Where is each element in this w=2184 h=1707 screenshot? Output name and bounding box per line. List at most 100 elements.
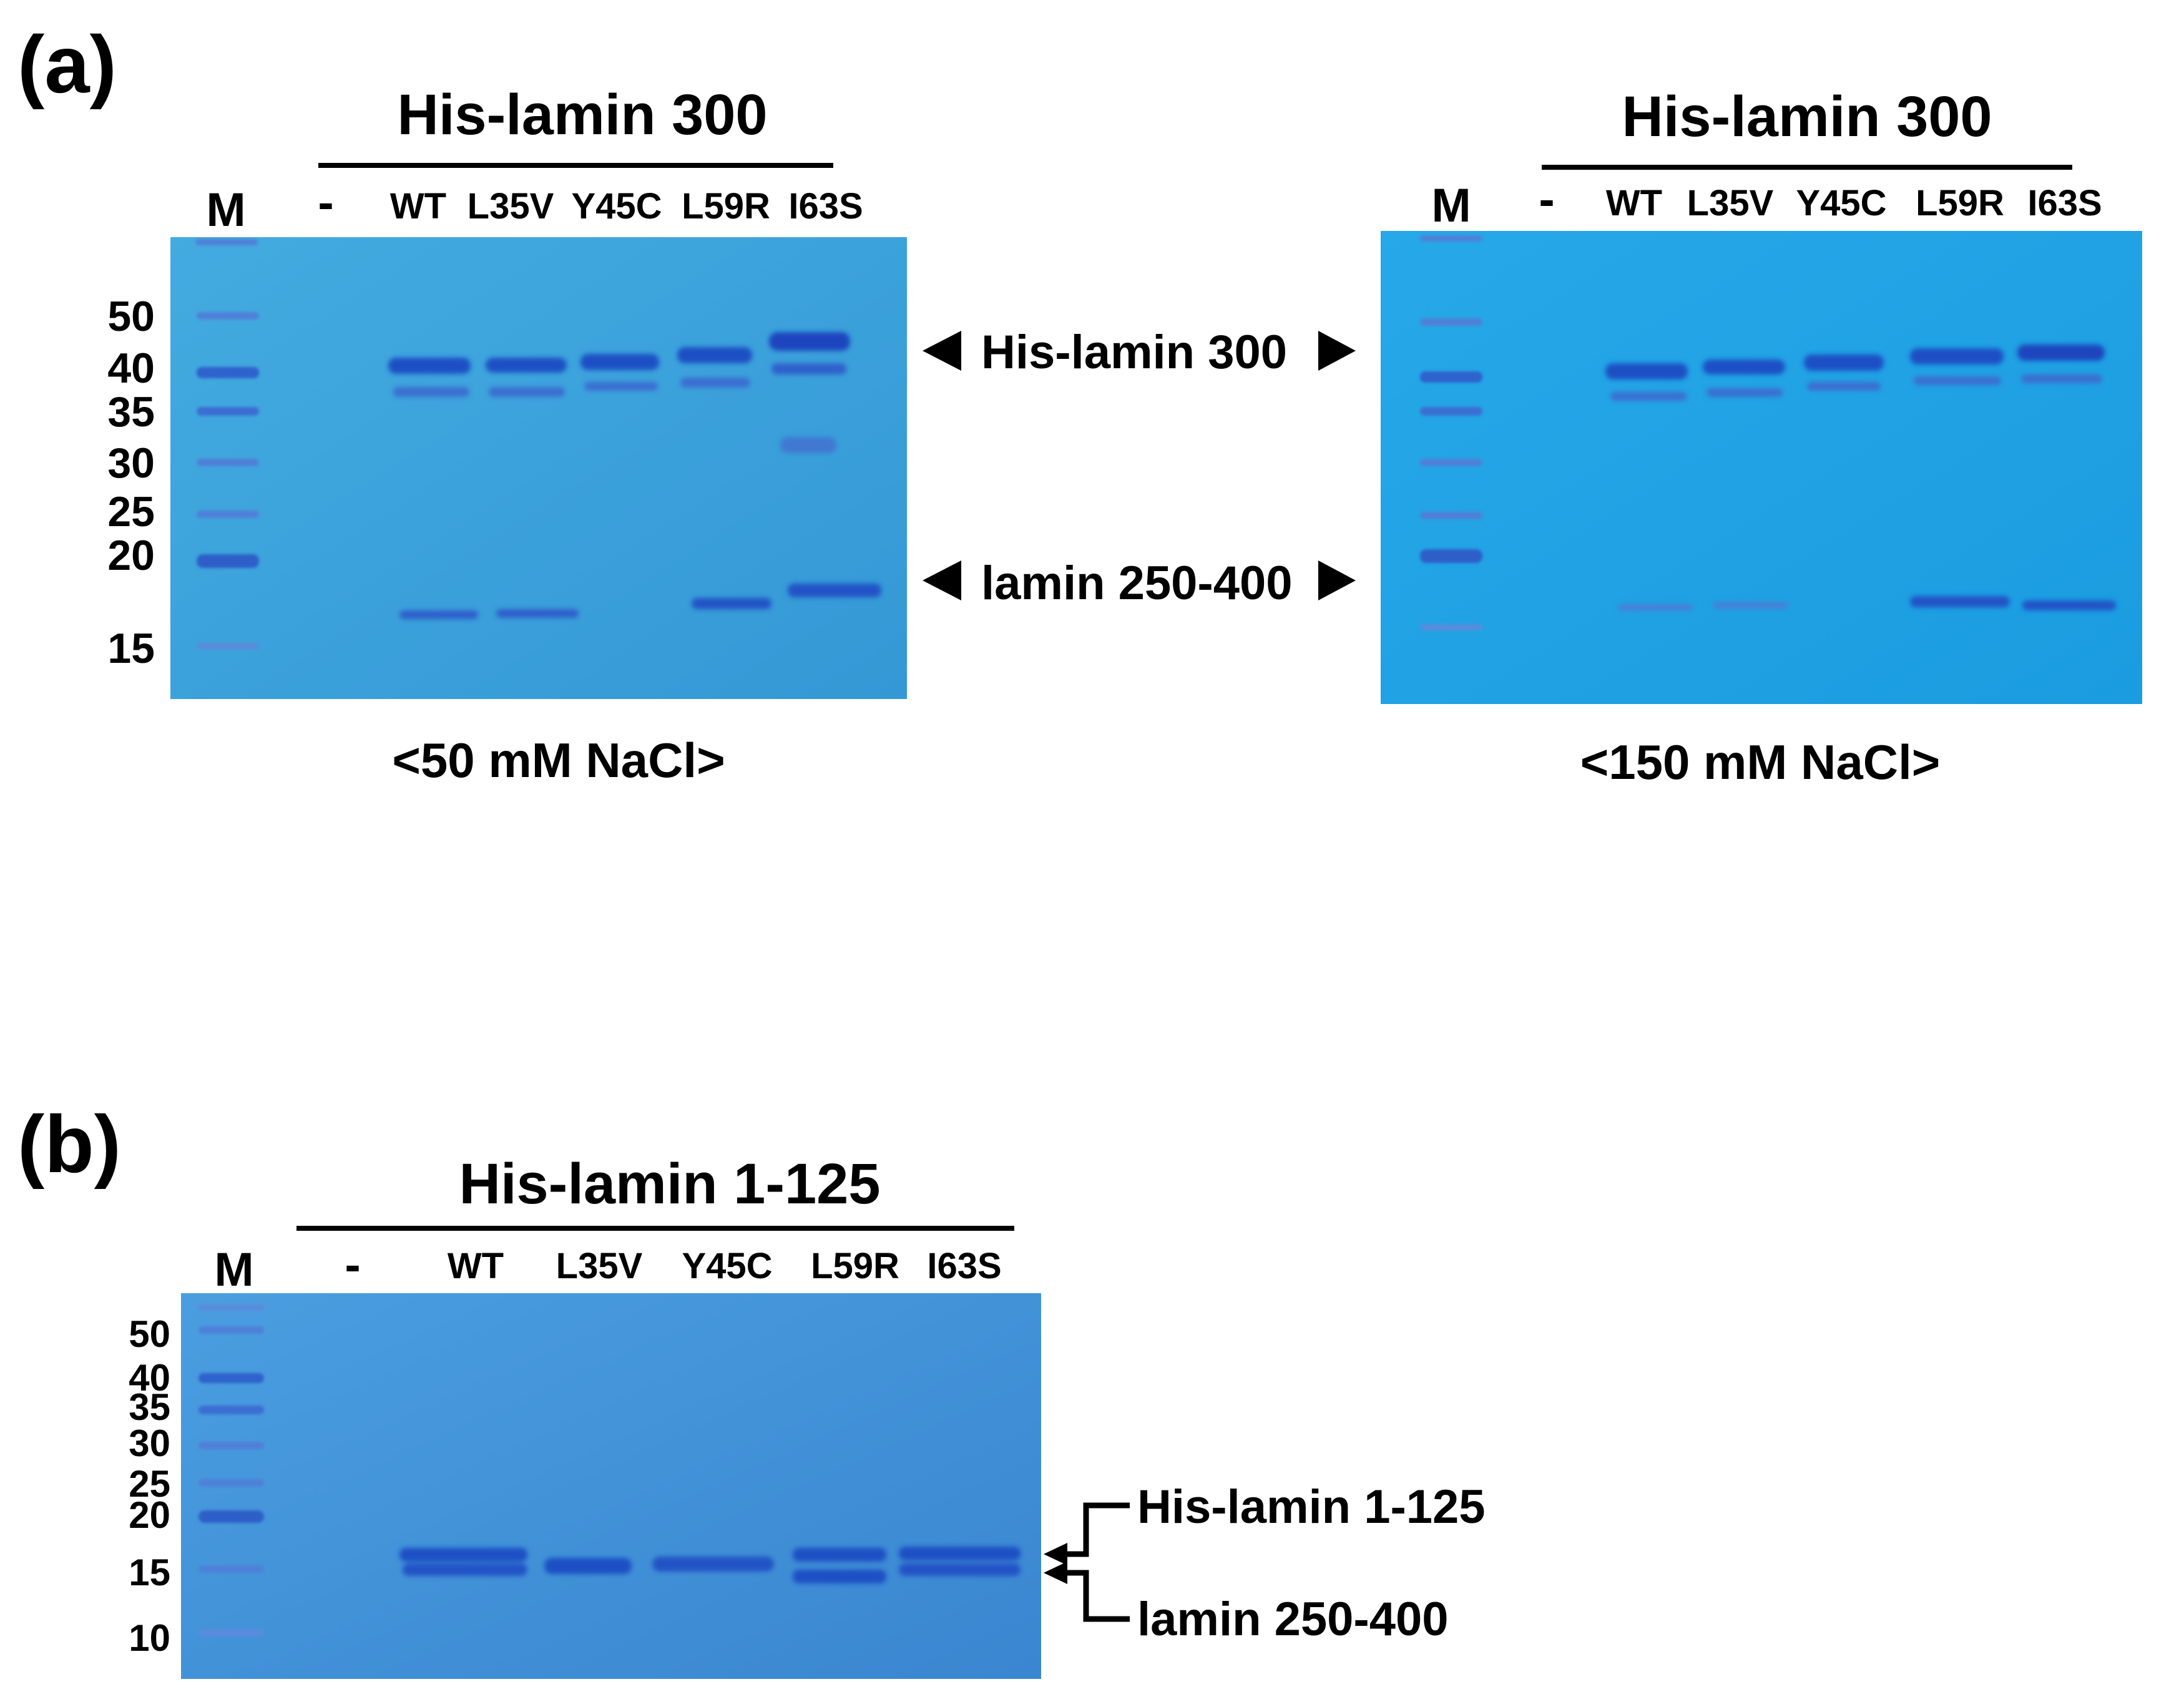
band (1807, 382, 1881, 391)
band (680, 378, 750, 388)
mw-label: 50 (129, 1313, 170, 1355)
mw-label: 50 (107, 293, 155, 340)
left-arrow-icon (923, 560, 961, 600)
gel-a2-lane-label: - (1539, 173, 1554, 226)
mw-label: 30 (107, 439, 155, 487)
gel-a2-lane-label: I63S (2027, 183, 2102, 223)
band (899, 1547, 1021, 1560)
mw-label: 35 (129, 1386, 170, 1428)
gel-b-lane-label: I63S (927, 1246, 1001, 1286)
left-arrow-icon (923, 331, 961, 371)
gel-a1-lane-label: Y45C (571, 186, 662, 227)
marker-band (198, 1629, 264, 1636)
band (544, 1558, 632, 1574)
marker-band (1420, 318, 1482, 326)
gel-b-marker-lane (198, 1304, 264, 1636)
marker-band (198, 1565, 264, 1573)
marker-band (197, 312, 259, 320)
band (1707, 388, 1783, 397)
gel-a2-sample-bands (1605, 345, 2116, 610)
marker-band (197, 643, 259, 649)
marker-band (197, 511, 259, 518)
gel-b-sample-bands (399, 1547, 1021, 1583)
marker-band (198, 1479, 264, 1487)
right-arrow-icon (1318, 331, 1356, 371)
marker-band (197, 554, 259, 568)
gel-a1-mw-labels: 50 40 35 30 25 20 15 (107, 293, 155, 672)
mw-label: 40 (129, 1357, 170, 1399)
marker-band (197, 367, 259, 378)
annotation-label: His-lamin 1-125 (1137, 1480, 1486, 1533)
gel-b-lane-label: WT (448, 1246, 504, 1286)
band (793, 1548, 886, 1562)
band (496, 609, 579, 618)
gel-a2-marker-lane (1420, 235, 1482, 630)
gel-b-lane-labels: - WT L35V Y45C L59R I63S (345, 1238, 1001, 1291)
gel-a1-condition: <50 mM NaCl> (392, 733, 725, 788)
mw-label: 35 (107, 388, 155, 436)
right-arrow-icon (1318, 560, 1356, 600)
band (793, 1570, 886, 1583)
band (692, 598, 771, 609)
band (1910, 348, 2004, 364)
bracket-arrow (1054, 1502, 1130, 1557)
gel-a2-lane-labels: - WT L35V Y45C L59R I63S (1539, 173, 2102, 226)
band (2022, 600, 2116, 610)
band (1610, 392, 1687, 401)
mw-label: 25 (129, 1463, 170, 1505)
gel-b-title: His-lamin 1-125 (459, 1152, 881, 1216)
mw-label: 30 (129, 1422, 170, 1464)
band (771, 363, 846, 374)
band (788, 584, 881, 597)
band (899, 1563, 1021, 1576)
marker-band (1420, 371, 1482, 383)
band (580, 354, 659, 370)
gel-a1-marker-lane (195, 239, 259, 649)
annotation-his-lamin-300: His-lamin 300 (923, 326, 1356, 379)
band (769, 332, 850, 351)
gel-b-lane-label: L35V (556, 1246, 643, 1286)
mw-label: 25 (107, 488, 155, 536)
marker-band (1420, 624, 1482, 630)
band (1713, 602, 1788, 609)
gel-b-lane-label: - (345, 1238, 360, 1291)
annotation-label: lamin 250-400 (981, 557, 1293, 610)
gel-a2-lane-label: Y45C (1796, 183, 1886, 223)
band (1618, 604, 1693, 610)
band (1804, 355, 1884, 371)
band (399, 610, 478, 619)
gel-b-lane-label: L59R (811, 1246, 899, 1286)
band (1605, 363, 1688, 379)
mw-label: 40 (107, 345, 155, 392)
marker-band (1420, 235, 1482, 242)
band (780, 437, 836, 453)
panel-b-label: (b) (17, 1098, 121, 1190)
band (399, 1548, 527, 1562)
band (2017, 345, 2105, 361)
annotation-label: lamin 250-400 (1137, 1593, 1449, 1646)
gel-a1-lane-label: L35V (468, 186, 554, 227)
gel-a2-lane-label: L35V (1687, 183, 1774, 223)
gel-a1-lane-labels: - WT L35V Y45C L59R I63S (318, 176, 863, 229)
marker-band (1420, 512, 1482, 519)
gel-a2-lane-label: WT (1606, 183, 1662, 223)
band (1910, 596, 2010, 607)
marker-band (198, 1373, 264, 1383)
band (2021, 374, 2102, 383)
band (486, 358, 567, 373)
gel-a1-sample-bands (388, 332, 881, 619)
bracket-arrow (1054, 1570, 1130, 1622)
gel-a2-background (1381, 231, 2142, 704)
gel-a2-title: His-lamin 300 (1622, 85, 1992, 149)
gel-a1-marker-label: M (206, 183, 245, 237)
marker-band (198, 1304, 264, 1311)
annotation-lamin-250-400-b: lamin 250-400 (1044, 1562, 1449, 1646)
gel-b-background (181, 1293, 1041, 1679)
panel-a-label: (a) (17, 19, 117, 110)
gel-b-marker-label: M (214, 1243, 253, 1296)
band (489, 387, 565, 397)
gel-b-mw-labels: 50 40 35 30 25 20 15 10 (129, 1313, 170, 1659)
gel-b (181, 1293, 1041, 1679)
annotation-his-lamin-1-125: His-lamin 1-125 (1044, 1480, 1486, 1565)
